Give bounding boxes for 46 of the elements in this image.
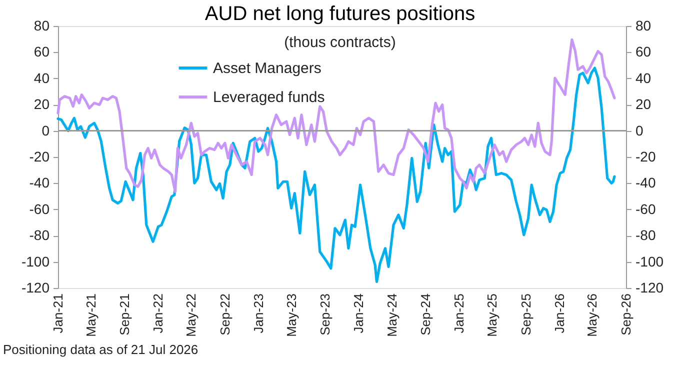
x-tick-label: May-24 [384, 294, 400, 337]
y-tick-label: 60 [34, 44, 50, 60]
chart-title: AUD net long futures positions [204, 3, 476, 25]
x-tick-label: Jan-23 [250, 294, 266, 334]
y2-tick-label: 60 [636, 44, 652, 60]
y2-tick-label: 20 [636, 96, 652, 112]
text: (thous contracts) [284, 34, 396, 51]
x-tick-label: Sep-22 [217, 294, 232, 336]
legend-label: Leveraged funds [213, 89, 325, 106]
x-tick-label: Jan-26 [552, 294, 567, 334]
y-tick-label: -40 [29, 174, 50, 191]
y2-tick-label: -100 [636, 253, 664, 270]
y-tick-label: -100 [21, 253, 50, 270]
y2-tick-label: 0 [636, 122, 644, 138]
x-tick-label: Sep-23 [318, 294, 333, 336]
y-tick-label: -120 [21, 280, 50, 296]
x-tick-label: May-23 [284, 294, 299, 337]
y2-tick-label: -20 [636, 148, 656, 164]
y-tick-label: 80 [34, 18, 50, 34]
y-tick-label: -20 [29, 148, 50, 164]
y2-tick-label: 80 [636, 18, 652, 34]
x-tick-label: May-25 [484, 294, 500, 337]
line-series [56, 38, 616, 193]
y2-tick-label: 40 [636, 70, 652, 86]
y-tick-label: -80 [29, 227, 50, 244]
x-tick-label: May-26 [584, 294, 600, 337]
x-tick-label: May-21 [83, 294, 98, 337]
y2-tick-label: -120 [636, 280, 664, 296]
x-tick-label: Sep-26 [618, 294, 634, 336]
y-tick-label: 20 [34, 96, 50, 112]
text: Positioning data as of 21 Jul 2026 [3, 342, 198, 357]
x-tick-label: Sep-24 [418, 294, 434, 336]
x-tick-label: Jan-22 [150, 294, 166, 334]
x-tick-label: Sep-21 [117, 294, 132, 336]
legend-label: Asset Managers [213, 60, 322, 77]
y-tick-label: -60 [29, 200, 50, 217]
x-tick-label: May-22 [184, 294, 199, 337]
y-tick-label: 0 [42, 122, 50, 138]
y2-tick-label: -40 [636, 174, 656, 191]
y2-tick-label: -60 [636, 200, 656, 217]
x-tick-label: Jan-21 [50, 294, 66, 334]
x-tick-label: Sep-25 [518, 294, 534, 336]
y-tick-label: 40 [34, 70, 50, 86]
x-tick-label: Jan-24 [351, 294, 366, 334]
y2-tick-label: -80 [636, 227, 656, 244]
x-tick-label: Jan-25 [452, 294, 467, 334]
